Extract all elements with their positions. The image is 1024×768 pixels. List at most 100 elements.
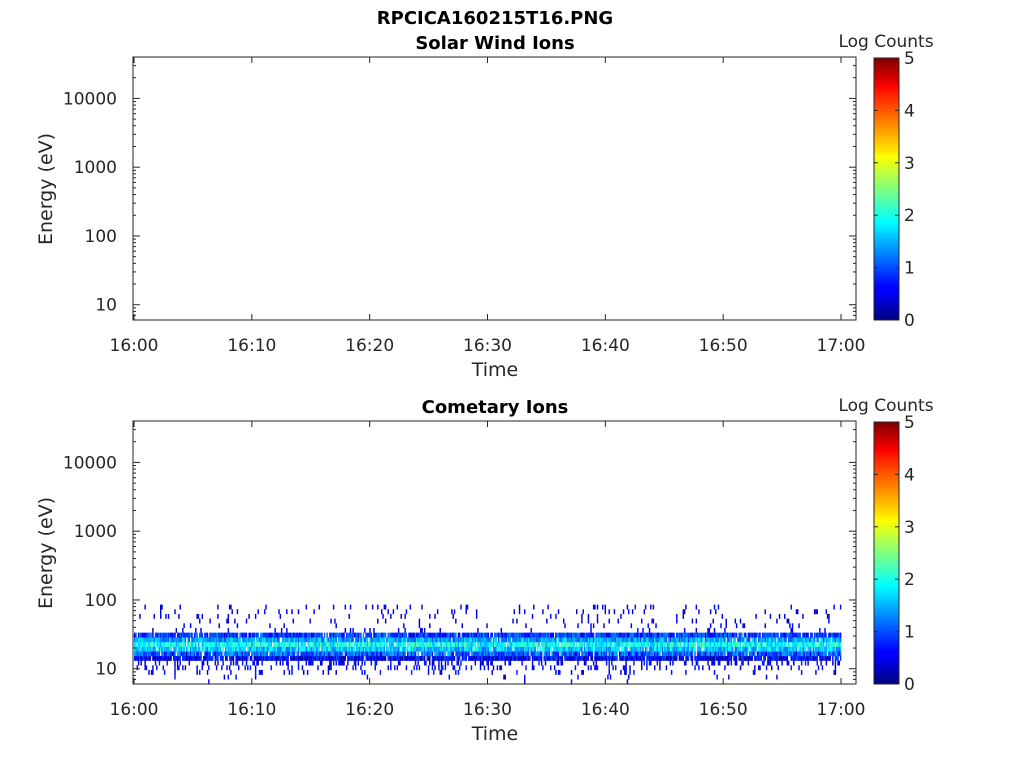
spectrogram-cell: [633, 637, 635, 643]
spectrogram-cell: [573, 637, 575, 643]
spectrogram-cell: [676, 637, 678, 643]
spectrogram-cell: [280, 632, 283, 638]
spectrogram-cell: [657, 641, 660, 647]
spectrogram-cell: [680, 646, 682, 652]
spectrogram-cell: [547, 637, 549, 643]
spectrogram-cell: [555, 641, 557, 647]
spectrogram-cell: [340, 655, 343, 661]
spectrogram-cell: [139, 641, 141, 647]
spectrogram-cell: [459, 651, 461, 657]
spectrogram-cell: [618, 655, 621, 661]
spectrogram-cell: [633, 632, 635, 638]
spectrogram-cell: [418, 637, 421, 643]
spectrogram-cell: [529, 646, 531, 652]
spectrogram-cell: [270, 646, 272, 652]
spectrogram-cell: [799, 655, 802, 661]
spectrogram-cell: [595, 651, 597, 657]
spectrogram-cell: [339, 655, 341, 661]
spectrogram-cell: [353, 641, 356, 647]
spectrogram-cell: [204, 655, 206, 661]
spectrogram-cell: [620, 613, 622, 619]
spectrogram-cell: [405, 665, 408, 671]
spectrogram-cell: [652, 646, 655, 652]
spectrogram-cell: [143, 637, 145, 643]
spectrogram-cell: [435, 655, 438, 661]
spectrogram-cell: [815, 655, 817, 661]
spectrogram-cell: [478, 637, 480, 643]
spectrogram-cell: [469, 646, 471, 652]
spectrogram-cell: [550, 641, 552, 647]
spectrogram-cell: [482, 651, 484, 657]
spectrogram-cell: [758, 646, 760, 652]
spectrogram-cell: [269, 623, 271, 629]
spectrogram-cell: [176, 655, 179, 661]
spectrogram-cell: [590, 646, 592, 652]
spectrogram-cell: [316, 637, 318, 643]
spectrogram-cell: [245, 651, 248, 657]
spectrogram-cell: [663, 632, 665, 638]
spectrogram-cell: [135, 655, 137, 661]
spectrogram-cell: [364, 637, 366, 643]
spectrogram-cell: [496, 651, 499, 657]
spectrogram-cell: [516, 632, 518, 638]
spectrogram-cell: [512, 632, 514, 638]
spectrogram-cell: [685, 669, 687, 675]
spectrogram-cell: [650, 646, 652, 652]
spectrogram-cell: [507, 655, 509, 661]
spectrogram-cell: [587, 618, 590, 624]
spectrogram-cell: [475, 651, 478, 657]
spectrogram-cell: [427, 651, 430, 657]
spectrogram-cell: [673, 651, 675, 657]
spectrogram-cell: [251, 632, 253, 638]
spectrogram-cell: [305, 604, 308, 610]
spectrogram-cell: [278, 646, 280, 652]
spectrogram-cell: [252, 632, 254, 638]
spectrogram-cell: [391, 637, 393, 643]
spectrogram-cell: [330, 618, 332, 624]
spectrogram-cell: [546, 637, 548, 643]
spectrogram-cell: [563, 646, 565, 652]
spectrogram-cell: [292, 651, 295, 657]
spectrogram-cell: [726, 641, 729, 647]
spectrogram-cell: [355, 651, 357, 657]
spectrogram-cell: [734, 651, 737, 657]
spectrogram-cell: [704, 632, 707, 638]
spectrogram-cell: [625, 632, 627, 638]
spectrogram-cell: [650, 641, 652, 647]
spectrogram-cell: [170, 641, 172, 647]
spectrogram-cell: [581, 655, 583, 661]
spectrogram-cell: [396, 604, 399, 610]
spectrogram-cell: [431, 660, 434, 666]
spectrogram-cell: [579, 655, 582, 661]
spectrogram-cell: [825, 609, 828, 615]
spectrogram-cell: [561, 660, 564, 666]
spectrogram-cell: [373, 641, 375, 647]
spectrogram-cell: [166, 660, 168, 666]
spectrogram-cell: [535, 637, 538, 643]
spectrogram-cell: [693, 646, 695, 652]
spectrogram-cell: [758, 665, 760, 671]
spectrogram-cell: [838, 641, 841, 647]
spectrogram-cell: [219, 632, 222, 638]
spectrogram-cell: [828, 646, 830, 652]
spectrogram-cell: [570, 655, 573, 661]
spectrogram-cell: [264, 651, 266, 657]
spectrogram-cell: [648, 660, 651, 666]
spectrogram-cell: [278, 637, 280, 643]
spectrogram-cell: [676, 613, 678, 619]
spectrogram-cell: [335, 637, 337, 643]
spectrogram-cell: [139, 632, 141, 638]
spectrogram-cell: [513, 655, 516, 661]
spectrogram-cell: [329, 637, 331, 643]
spectrogram-cell: [179, 604, 181, 610]
spectrogram-cell: [141, 632, 144, 638]
spectrogram-cell: [511, 655, 513, 661]
colorbar-tick-label: 4: [904, 465, 915, 485]
spectrogram-cell: [468, 646, 470, 652]
spectrogram-cell: [283, 669, 285, 675]
spectrogram-cell: [477, 646, 479, 652]
spectrogram-cell: [664, 641, 666, 647]
spectrogram-cell: [457, 637, 460, 643]
spectrogram-cell: [589, 641, 591, 647]
spectrogram-cell: [676, 651, 678, 657]
